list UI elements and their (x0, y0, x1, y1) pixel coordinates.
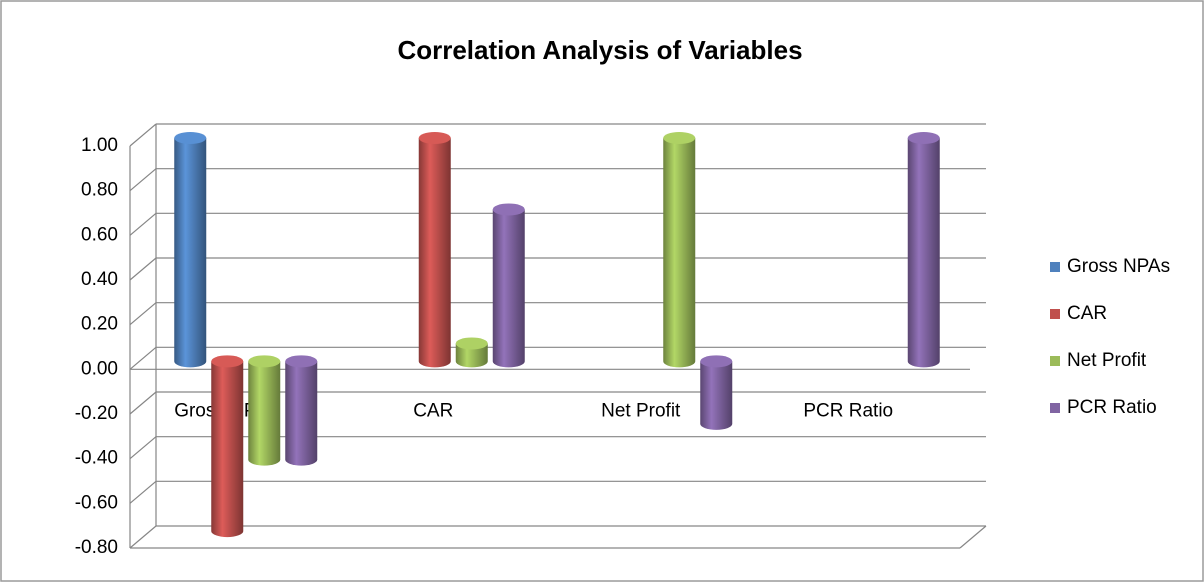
bar (700, 361, 733, 430)
bar (492, 209, 525, 368)
bar-cap (418, 132, 451, 144)
grid-line-side (129, 525, 157, 549)
y-tick-label: 0.00 (81, 358, 118, 379)
bar-cap (663, 132, 696, 144)
bar (907, 138, 940, 368)
bar-cap (455, 337, 488, 350)
legend-label: Net Profit (1067, 350, 1147, 371)
grid-line-side (129, 168, 157, 192)
bar (211, 361, 244, 538)
legend-label: PCR Ratio (1067, 397, 1157, 418)
bar (248, 361, 281, 466)
bar (663, 138, 696, 368)
bar-cap (285, 355, 318, 368)
bar (285, 361, 318, 466)
y-tick-label: -0.60 (75, 492, 118, 513)
grid-line-side (129, 436, 157, 460)
y-tick-label: 1.00 (81, 135, 118, 156)
y-tick-label: 0.20 (81, 314, 118, 335)
x-tick-label: Net Profit (601, 400, 681, 421)
bar-cap (700, 355, 733, 368)
y-tick-label: 0.40 (81, 269, 118, 290)
bar-cap (492, 203, 525, 216)
y-tick-label: -0.20 (75, 403, 118, 424)
x-tick-label: CAR (413, 400, 453, 421)
legend-swatch (1050, 309, 1060, 319)
y-tick-label: 0.60 (81, 224, 118, 245)
grid-line-side (129, 302, 157, 326)
floor-line (959, 525, 987, 549)
bar (418, 138, 451, 368)
y-tick-label: 0.80 (81, 180, 118, 201)
legend-swatch (1050, 403, 1060, 413)
bar-cap (248, 355, 281, 368)
bar-cap (174, 132, 207, 144)
chart-title: Correlation Analysis of Variables (397, 35, 802, 65)
bar-cap (211, 355, 244, 368)
legend-swatch (1050, 356, 1060, 366)
y-tick-label: -0.80 (75, 537, 118, 558)
y-tick-label: -0.40 (75, 448, 118, 469)
grid-line-side (129, 346, 157, 370)
bar-cap (907, 132, 940, 144)
legend-swatch (1050, 262, 1060, 272)
grid-line-side (129, 123, 157, 147)
x-tick-label: PCR Ratio (803, 400, 893, 421)
legend-label: CAR (1067, 303, 1107, 324)
bar (174, 138, 207, 368)
grid-line-side (129, 480, 157, 504)
grid-line-side (129, 391, 157, 415)
grid-line-side (129, 257, 157, 281)
bar (455, 343, 488, 368)
grid-line-side (129, 212, 157, 236)
legend-label: Gross NPAs (1067, 256, 1170, 277)
